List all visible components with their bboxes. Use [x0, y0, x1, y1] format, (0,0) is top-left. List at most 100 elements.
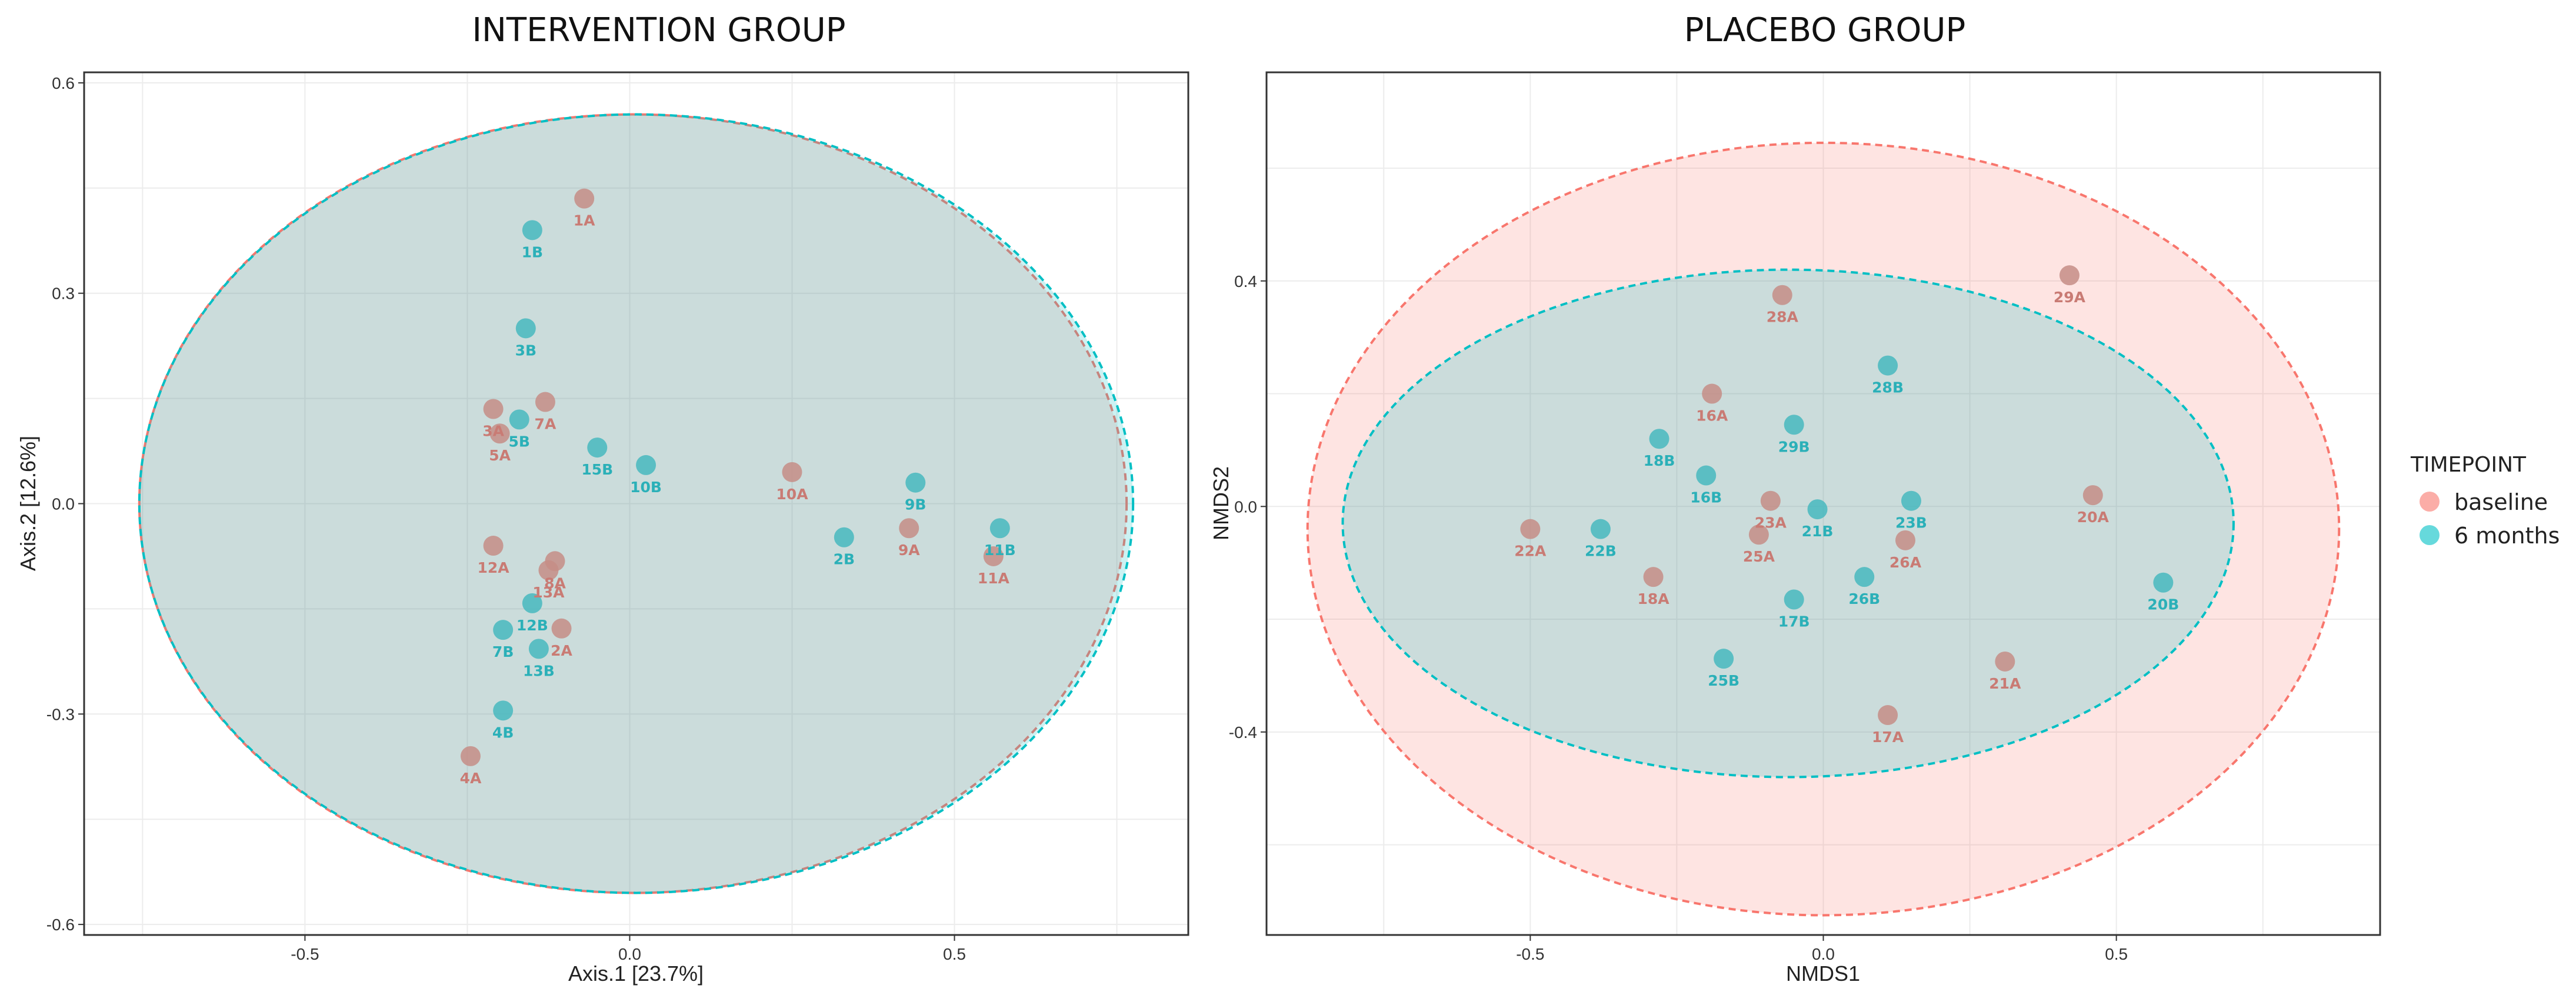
- data-point-17B: [1784, 589, 1804, 610]
- y-tick-label: -0.3: [46, 705, 75, 723]
- point-label-22B: 22B: [1585, 543, 1617, 560]
- data-point-29B: [1784, 415, 1804, 435]
- point-label-15B: 15B: [581, 461, 613, 478]
- point-label-7B: 7B: [492, 643, 514, 660]
- y-tick-label: 0.0: [1234, 497, 1257, 516]
- data-point-22A: [1520, 519, 1541, 539]
- data-point-2B: [834, 527, 854, 547]
- data-point-9A: [899, 518, 919, 539]
- legend-key-6-months: [2420, 525, 2440, 545]
- data-point-5B: [509, 409, 529, 430]
- point-label-3B: 3B: [515, 342, 536, 359]
- points: [1520, 265, 2174, 726]
- ellipse-six-months: [138, 113, 1135, 894]
- y-tick-label: 0.3: [52, 285, 75, 303]
- point-label-29A: 29A: [2054, 289, 2086, 306]
- chart-title: PLACEBO GROUP: [1684, 11, 1966, 49]
- point-label-12B: 12B: [516, 617, 548, 634]
- chart-title: INTERVENTION GROUP: [472, 11, 845, 49]
- grid: [1267, 72, 2380, 935]
- x-tick-label: 0.5: [2105, 945, 2128, 963]
- point-label-5B: 5B: [509, 433, 530, 450]
- x-tick-label: -0.5: [1516, 945, 1544, 963]
- point-label-20B: 20B: [2147, 596, 2179, 613]
- data-point-15B: [587, 437, 608, 458]
- data-point-9B: [905, 472, 926, 493]
- data-point-20B: [2153, 572, 2174, 593]
- data-point-28A: [1772, 285, 1792, 305]
- data-point-13A: [538, 560, 559, 580]
- x-tick-label: -0.5: [291, 945, 319, 963]
- data-point-17A: [1878, 705, 1898, 726]
- data-point-7B: [493, 620, 514, 640]
- data-point-3B: [515, 318, 536, 339]
- data-point-10A: [782, 462, 802, 482]
- y-tick-label: 0.0: [52, 495, 75, 513]
- data-point-4A: [460, 746, 481, 766]
- data-point-2A: [551, 618, 572, 639]
- panel-placebo: PLACEBO GROUP 29A 28A 16A 23A 25A 26A 22A 18A 20…: [1209, 11, 2381, 986]
- ellipses: [1306, 141, 2341, 917]
- x-axis-label: Axis.1 [23.7%]: [568, 961, 704, 986]
- point-label-1A: 1A: [574, 212, 595, 229]
- point-label-2A: 2A: [551, 642, 572, 659]
- point-label-11A: 11A: [978, 570, 1010, 587]
- data-point-25A: [1748, 525, 1769, 545]
- data-point-25B: [1714, 649, 1734, 669]
- data-point-26B: [1854, 567, 1875, 587]
- point-label-17B: 17B: [1778, 613, 1810, 630]
- point-label-5A: 5A: [489, 447, 511, 464]
- point-label-23A: 23A: [1755, 515, 1787, 532]
- point-label-12A: 12A: [478, 559, 510, 576]
- legend-label-baseline: baseline: [2454, 489, 2548, 515]
- point-label-9A: 9A: [898, 542, 920, 559]
- data-point-16B: [1696, 465, 1717, 486]
- point-label-25A: 25A: [1743, 548, 1775, 565]
- point-label-26B: 26B: [1848, 590, 1880, 607]
- y-tick-label: 0.4: [1234, 272, 1257, 290]
- data-point-13B: [528, 639, 549, 659]
- axis-ticks: -0.5 0.0 0.5 -0.4 0.0 0.4: [1229, 272, 2128, 963]
- point-label-1B: 1B: [522, 243, 543, 260]
- point-label-4A: 4A: [460, 770, 482, 787]
- y-tick-label: -0.4: [1229, 723, 1257, 742]
- data-point-21B: [1807, 499, 1828, 520]
- point-label-25B: 25B: [1708, 672, 1739, 689]
- point-label-16A: 16A: [1696, 408, 1728, 425]
- data-point-7A: [535, 392, 555, 412]
- data-point-28B: [1878, 355, 1898, 376]
- data-point-29A: [2059, 265, 2080, 286]
- point-label-18B: 18B: [1644, 452, 1675, 469]
- data-point-26A: [1895, 530, 1915, 550]
- data-point-12A: [483, 536, 504, 556]
- point-label-8A: 8A: [544, 575, 566, 592]
- points: [460, 188, 1010, 766]
- point-label-7A: 7A: [535, 416, 556, 433]
- data-point-1A: [574, 188, 595, 209]
- data-point-21A: [1995, 651, 2015, 672]
- data-point-12B: [522, 593, 542, 613]
- point-label-10A: 10A: [776, 486, 808, 503]
- data-point-3A: [483, 399, 504, 419]
- x-tick-label: 0.0: [1812, 945, 1835, 963]
- point-label-23B: 23B: [1895, 515, 1927, 532]
- data-point-23A: [1760, 490, 1781, 511]
- data-point-18B: [1649, 429, 1669, 449]
- data-point-5A: [489, 423, 510, 444]
- data-point-23B: [1901, 490, 1921, 511]
- y-axis-label: NMDS2: [1209, 466, 1233, 540]
- point-label-10B: 10B: [630, 479, 662, 496]
- data-point-4B: [493, 700, 514, 721]
- y-tick-label: 0.6: [52, 74, 75, 92]
- point-label-3A: 3A: [482, 422, 504, 439]
- x-tick-label: 0.5: [943, 945, 966, 963]
- data-point-18A: [1643, 567, 1664, 587]
- legend-title: TIMEPOINT: [2410, 453, 2527, 477]
- data-point-11A: [983, 546, 1004, 566]
- panel-intervention: INTERVENTION GROUP 1A 3A 5A 7A 10A 9A 11A 12A 8A…: [16, 11, 1189, 986]
- x-tick-label: 0.0: [618, 945, 641, 963]
- point-label-29B: 29B: [1778, 438, 1810, 455]
- point-label-4B: 4B: [492, 724, 514, 741]
- point-label-17A: 17A: [1872, 729, 1904, 746]
